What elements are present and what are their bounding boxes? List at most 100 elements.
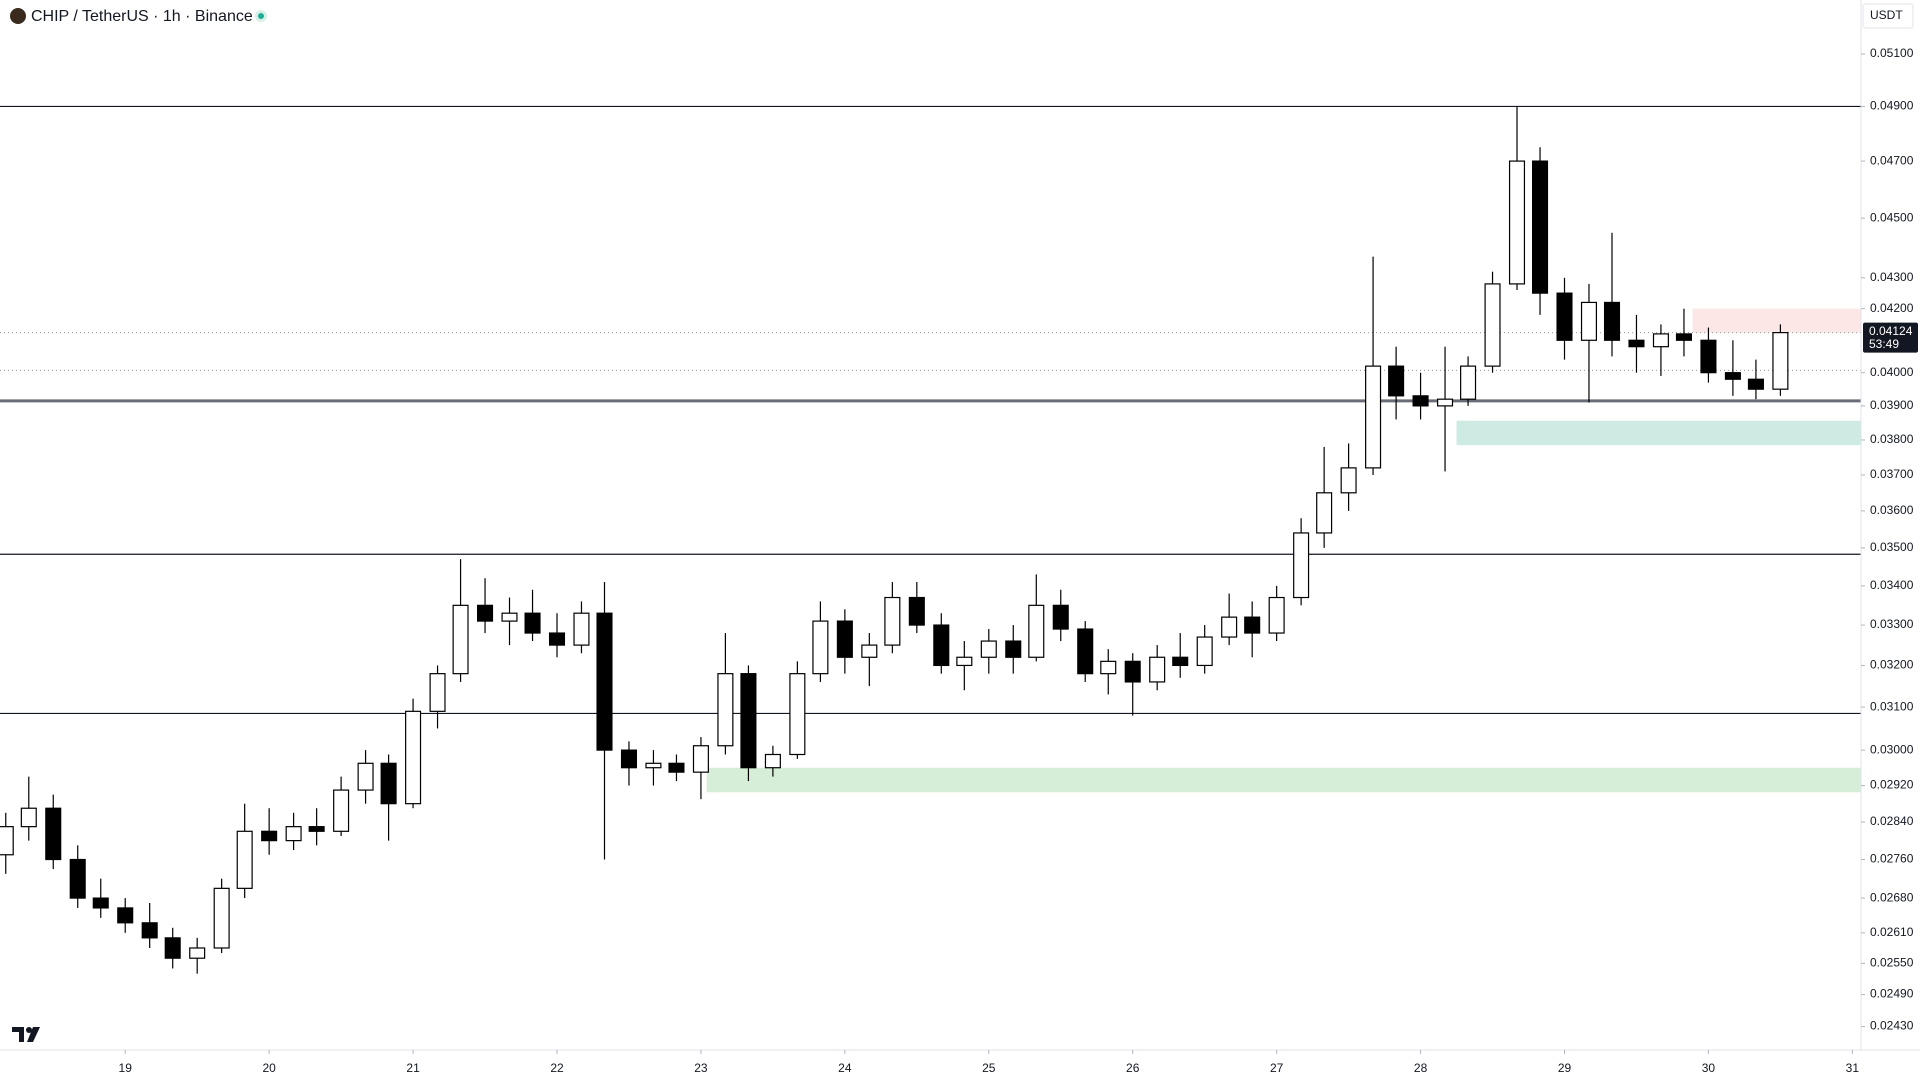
y-tick-label: 0.04200: [1870, 301, 1914, 315]
candle-body: [1556, 292, 1573, 341]
candle-body: [1724, 372, 1741, 380]
candle-body: [861, 644, 878, 658]
candle-body: [884, 596, 901, 646]
x-tick-label: 24: [838, 1061, 852, 1075]
y-tick-label: 0.03200: [1870, 658, 1914, 672]
candle-body: [645, 762, 662, 769]
y-tick-label: 0.02680: [1870, 890, 1914, 904]
candle-body: [1484, 283, 1501, 367]
candle-body: [1077, 628, 1094, 675]
candle-body: [1100, 660, 1117, 675]
y-tick-label: 0.02610: [1870, 925, 1914, 939]
candle-body: [717, 673, 734, 747]
candle-body: [620, 749, 638, 769]
candle-body: [1172, 656, 1189, 667]
candle-body: [333, 789, 350, 832]
y-tick-label: 0.03000: [1870, 742, 1914, 756]
candle-body: [1244, 616, 1261, 634]
candle-body: [548, 632, 566, 646]
candle-body: [45, 807, 62, 861]
candle-body: [1388, 365, 1405, 397]
candle-body: [692, 745, 709, 773]
candle-body: [668, 762, 685, 773]
candle-body: [933, 624, 950, 667]
y-tick-label: 0.03500: [1870, 540, 1914, 554]
candle-body: [477, 604, 494, 622]
candle-body: [20, 807, 37, 828]
candle-body: [1580, 301, 1598, 341]
candle-body: [1628, 339, 1645, 348]
candle-body: [1149, 656, 1166, 683]
x-tick-label: 28: [1414, 1061, 1428, 1075]
currency-box[interactable]: [1862, 3, 1914, 29]
candle-body: [0, 826, 14, 856]
zone: [1692, 308, 1861, 333]
price-label: 0.04124: [1869, 324, 1913, 338]
y-tick-label: 0.03100: [1870, 699, 1914, 713]
symbol-icon: [10, 8, 26, 24]
candle-body: [1316, 492, 1333, 534]
y-tick-label: 0.02550: [1870, 956, 1914, 970]
y-tick-label: 0.03700: [1870, 467, 1914, 481]
candle-body: [980, 640, 997, 658]
x-tick-label: 26: [1126, 1061, 1140, 1075]
countdown-label: 53:49: [1869, 337, 1899, 351]
chart-title[interactable]: CHIP / TetherUS · 1h · Binance: [31, 8, 253, 25]
x-tick-label: 30: [1702, 1061, 1716, 1075]
y-tick-label: 0.02430: [1870, 1019, 1914, 1033]
candle-body: [189, 947, 206, 959]
candle-body: [501, 612, 518, 622]
y-tick-label: 0.04300: [1870, 270, 1914, 284]
candle-body: [308, 826, 325, 832]
candle-body: [764, 753, 781, 769]
candle-body: [117, 907, 134, 924]
zone: [706, 767, 1861, 793]
candle-body: [1747, 378, 1764, 390]
status-dot: [258, 13, 264, 19]
candle-body: [1005, 640, 1022, 658]
candle-body: [261, 830, 278, 842]
candle-body: [524, 612, 541, 634]
x-tick-label: 25: [982, 1061, 996, 1075]
candle-body: [357, 762, 374, 791]
candle-body: [1603, 301, 1621, 341]
candles: [0, 106, 1789, 974]
candle-body: [1221, 616, 1238, 638]
candle-body: [908, 596, 925, 626]
candle-body: [164, 937, 181, 959]
y-tick-label: 0.02760: [1870, 852, 1914, 866]
y-tick-label: 0.04000: [1870, 365, 1914, 379]
x-tick-label: 22: [550, 1061, 564, 1075]
y-tick-label: 0.03400: [1870, 578, 1914, 592]
x-tick-label: 31: [1846, 1061, 1860, 1075]
candle-body: [573, 612, 590, 646]
y-tick-label: 0.03600: [1870, 503, 1914, 517]
candle-body: [1365, 365, 1382, 469]
candle-body: [1124, 660, 1141, 683]
candle-body: [789, 673, 806, 756]
candle-body: [452, 604, 469, 675]
candle-body: [92, 897, 109, 909]
tv-logo: [12, 1027, 40, 1042]
candle-body: [1028, 604, 1045, 658]
y-tick-label: 0.04500: [1870, 210, 1914, 224]
x-tick-label: 21: [406, 1061, 420, 1075]
y-tick-label: 0.02920: [1870, 778, 1914, 792]
candle-body: [1412, 395, 1429, 407]
y-tick-label: 0.04900: [1870, 99, 1914, 113]
zones: [706, 308, 1861, 793]
y-tick-label: 0.02840: [1870, 814, 1914, 828]
candle-body: [1772, 332, 1789, 390]
x-tick-label: 27: [1270, 1061, 1284, 1075]
zone: [1456, 420, 1861, 446]
candle-body: [1340, 467, 1357, 494]
candle-body: [141, 922, 158, 939]
candle-body: [1460, 365, 1477, 400]
y-tick-label: 0.03300: [1870, 617, 1914, 631]
candle-body: [1293, 532, 1310, 599]
x-tick-label: 19: [119, 1061, 133, 1075]
y-tick-label: 0.05100: [1870, 46, 1914, 60]
price-label-box: [1863, 322, 1918, 353]
candle-body: [836, 620, 853, 658]
